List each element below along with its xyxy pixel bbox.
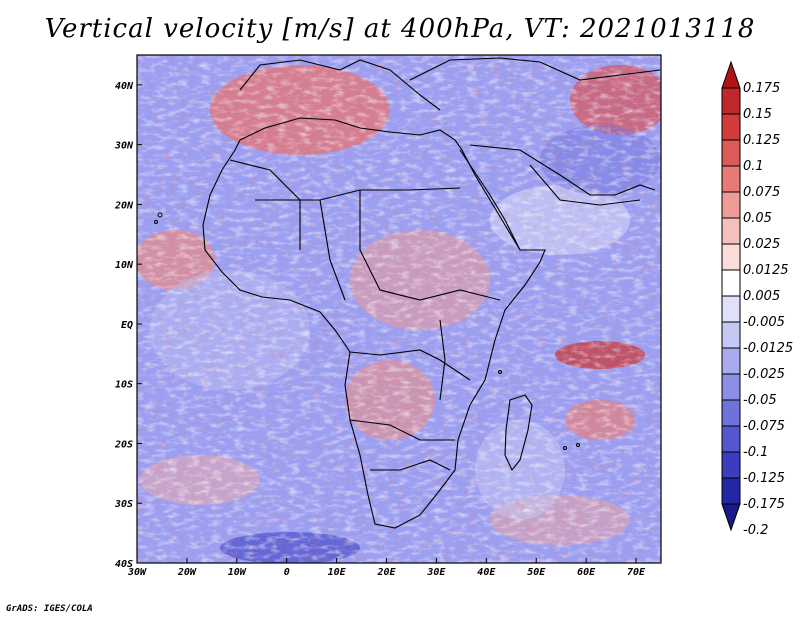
colorbar-label: 0.05 xyxy=(743,211,772,226)
map-frame xyxy=(136,54,662,564)
lon-tick-label: 30W xyxy=(127,567,147,578)
lon-tick-label: 60E xyxy=(577,567,596,578)
chart-title: Vertical velocity [m/s] at 400hPa, VT: 2… xyxy=(44,14,756,44)
grads-credit: GrADS: IGES/COLA xyxy=(6,604,93,614)
colorbar-bottom-arrow xyxy=(721,503,741,532)
lon-tick-label: 0 xyxy=(284,567,290,578)
coastlines xyxy=(202,57,661,529)
lat-tick-label: 40N xyxy=(115,81,134,92)
colorbar-segment xyxy=(721,425,741,453)
longitude-axis: 30W 20W 10W 0 10E 20E 30E 40E 50E 60E 70E xyxy=(127,558,646,578)
lat-tick-label: 30S xyxy=(114,499,133,510)
colorbar: 0.175 0.15 0.125 0.1 0.075 0.05 0.025 0.0125 0.0… xyxy=(721,60,793,538)
colorbar-segment xyxy=(721,477,741,505)
lon-tick-label: 20E xyxy=(376,567,396,578)
colorbar-label: -0.075 xyxy=(743,419,785,434)
colorbar-segment xyxy=(721,165,741,193)
colorbar-label: 0.175 xyxy=(743,81,780,96)
colorbar-label: -0.175 xyxy=(743,497,785,512)
colorbar-segment xyxy=(721,191,741,219)
colorbar-segment xyxy=(721,269,741,297)
colorbar-segment xyxy=(721,347,741,375)
colorbar-segment xyxy=(721,399,741,427)
colorbar-segment xyxy=(721,243,741,271)
vertical-velocity-field xyxy=(137,55,661,563)
colorbar-label: 0.005 xyxy=(743,289,780,304)
lat-tick-label: 10S xyxy=(115,380,133,391)
islands xyxy=(154,212,580,450)
colorbar-label: -0.0125 xyxy=(743,341,793,356)
colorbar-label: -0.1 xyxy=(743,445,768,460)
lat-tick-label: EQ xyxy=(121,320,133,331)
colorbar-segment xyxy=(721,87,741,115)
colorbar-label: 0.075 xyxy=(743,185,780,200)
colorbar-label: -0.025 xyxy=(743,367,785,382)
lon-tick-label: 30E xyxy=(426,567,446,578)
lat-tick-label: 30N xyxy=(114,141,134,152)
colorbar-segment xyxy=(721,139,741,167)
colorbar-segment xyxy=(721,321,741,349)
colorbar-top-arrow xyxy=(721,60,741,89)
colorbar-label: 0.125 xyxy=(743,133,780,148)
colorbar-label: -0.005 xyxy=(743,315,785,330)
lon-tick-label: 70E xyxy=(627,567,646,578)
colorbar-segment xyxy=(721,451,741,479)
lat-tick-label: 10N xyxy=(115,260,134,271)
colorbar-label: 0.1 xyxy=(743,159,764,174)
colorbar-label: -0.125 xyxy=(743,471,785,486)
lat-tick-label: 20N xyxy=(114,200,134,211)
colorbar-segment xyxy=(721,217,741,245)
colorbar-segment xyxy=(721,113,741,141)
lon-tick-label: 10E xyxy=(328,567,347,578)
lat-tick-label: 40S xyxy=(115,559,133,570)
colorbar-segment xyxy=(721,295,741,323)
colorbar-label: -0.2 xyxy=(743,523,768,538)
colorbar-label: 0.025 xyxy=(743,237,780,252)
lon-tick-label: 20W xyxy=(177,567,197,578)
lon-tick-label: 40E xyxy=(477,567,496,578)
colorbar-segment xyxy=(721,373,741,401)
lon-tick-label: 10W xyxy=(228,567,247,578)
colorbar-label: -0.05 xyxy=(743,393,777,408)
colorbar-label: 0.15 xyxy=(743,107,772,122)
colorbar-label: 0.0125 xyxy=(743,263,789,278)
lat-tick-label: 20S xyxy=(114,439,133,450)
lon-tick-label: 50E xyxy=(527,567,546,578)
latitude-axis: 40N 30N 20N 10N EQ 10S 20S 30S 40S xyxy=(114,81,142,570)
